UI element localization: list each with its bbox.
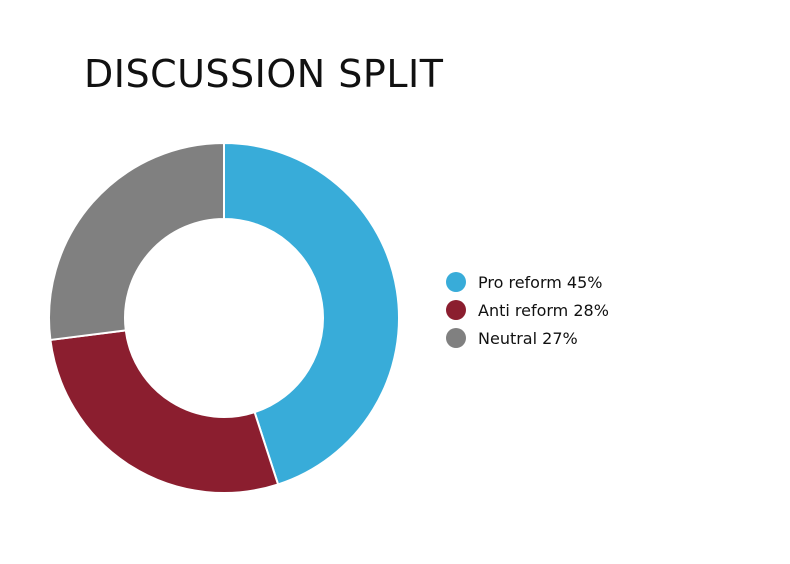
legend-label-anti-reform: Anti reform 28% bbox=[478, 300, 609, 320]
legend-label-neutral: Neutral 27% bbox=[478, 328, 578, 348]
legend-item-anti-reform: Anti reform 28% bbox=[446, 296, 609, 324]
legend-swatch-anti-reform bbox=[446, 300, 466, 320]
legend-swatch-pro-reform bbox=[446, 272, 466, 292]
legend: Pro reform 45% Anti reform 28% Neutral 2… bbox=[446, 268, 609, 352]
legend-swatch-neutral bbox=[446, 328, 466, 348]
donut-slices bbox=[48, 141, 400, 494]
chart-title: DISCUSSION SPLIT bbox=[84, 52, 444, 96]
legend-label-pro-reform: Pro reform 45% bbox=[478, 272, 603, 292]
legend-item-pro-reform: Pro reform 45% bbox=[446, 268, 609, 296]
slice-pro-reform bbox=[223, 141, 400, 486]
slice-neutral bbox=[48, 141, 225, 342]
slice-anti-reform bbox=[49, 329, 280, 494]
legend-item-neutral: Neutral 27% bbox=[446, 324, 609, 352]
